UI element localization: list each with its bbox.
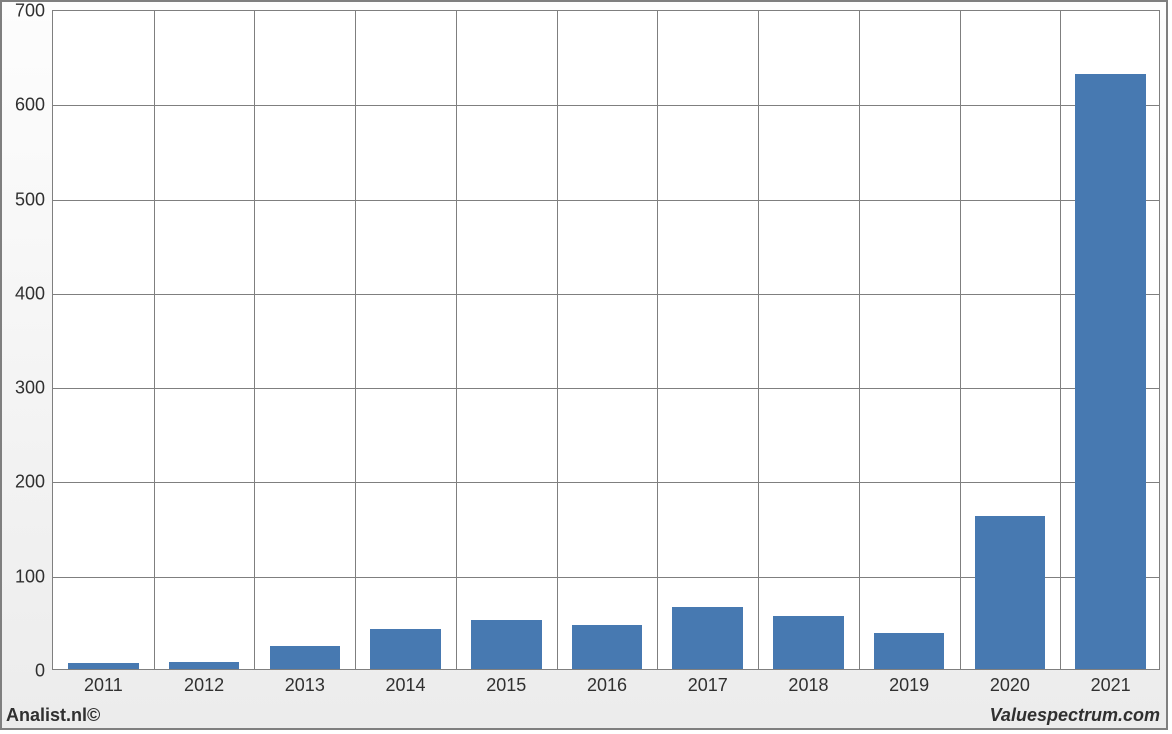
bar <box>270 646 341 669</box>
x-axis-label: 2014 <box>386 675 426 696</box>
gridline-horizontal <box>53 200 1159 201</box>
bar <box>1075 74 1146 669</box>
gridline-vertical <box>154 11 155 669</box>
y-axis-label: 0 <box>35 661 45 682</box>
footer-right-text: Valuespectrum.com <box>990 705 1160 726</box>
x-axis-label: 2020 <box>990 675 1030 696</box>
gridline-horizontal <box>53 105 1159 106</box>
gridline-vertical <box>355 11 356 669</box>
footer-left-text: Analist.nl© <box>6 705 100 726</box>
x-axis-label: 2015 <box>486 675 526 696</box>
bar <box>169 662 240 669</box>
gridline-horizontal <box>53 294 1159 295</box>
x-axis-label: 2018 <box>788 675 828 696</box>
gridline-vertical <box>859 11 860 669</box>
y-axis-label: 100 <box>15 566 45 587</box>
chart-frame: 0 100 200 300 400 500 600 700 2011 2012 2013 2014 20… <box>0 0 1168 730</box>
bar <box>874 633 945 669</box>
y-axis-label: 300 <box>15 378 45 399</box>
gridline-vertical <box>254 11 255 669</box>
y-axis-label: 200 <box>15 472 45 493</box>
bar <box>975 516 1046 669</box>
bar <box>471 620 542 669</box>
gridline-vertical <box>657 11 658 669</box>
y-axis-label: 500 <box>15 189 45 210</box>
x-axis-label: 2013 <box>285 675 325 696</box>
gridline-vertical <box>960 11 961 669</box>
y-axis-label: 400 <box>15 283 45 304</box>
plot-area: 0100200300400500600700201120122013201420… <box>52 10 1160 670</box>
bar <box>370 629 441 669</box>
gridline-vertical <box>758 11 759 669</box>
gridline-horizontal <box>53 388 1159 389</box>
x-axis-label: 2011 <box>84 675 123 696</box>
gridline-vertical <box>456 11 457 669</box>
x-axis-label: 2016 <box>587 675 627 696</box>
bar <box>672 607 743 669</box>
bar <box>68 663 139 669</box>
y-axis-label: 700 <box>15 1 45 22</box>
x-axis-label: 2021 <box>1091 675 1131 696</box>
x-axis-label: 2017 <box>688 675 728 696</box>
bar <box>572 625 643 669</box>
bar <box>773 616 844 669</box>
gridline-horizontal <box>53 482 1159 483</box>
gridline-vertical <box>1060 11 1061 669</box>
x-axis-label: 2012 <box>184 675 224 696</box>
gridline-vertical <box>557 11 558 669</box>
x-axis-label: 2019 <box>889 675 929 696</box>
y-axis-label: 600 <box>15 95 45 116</box>
